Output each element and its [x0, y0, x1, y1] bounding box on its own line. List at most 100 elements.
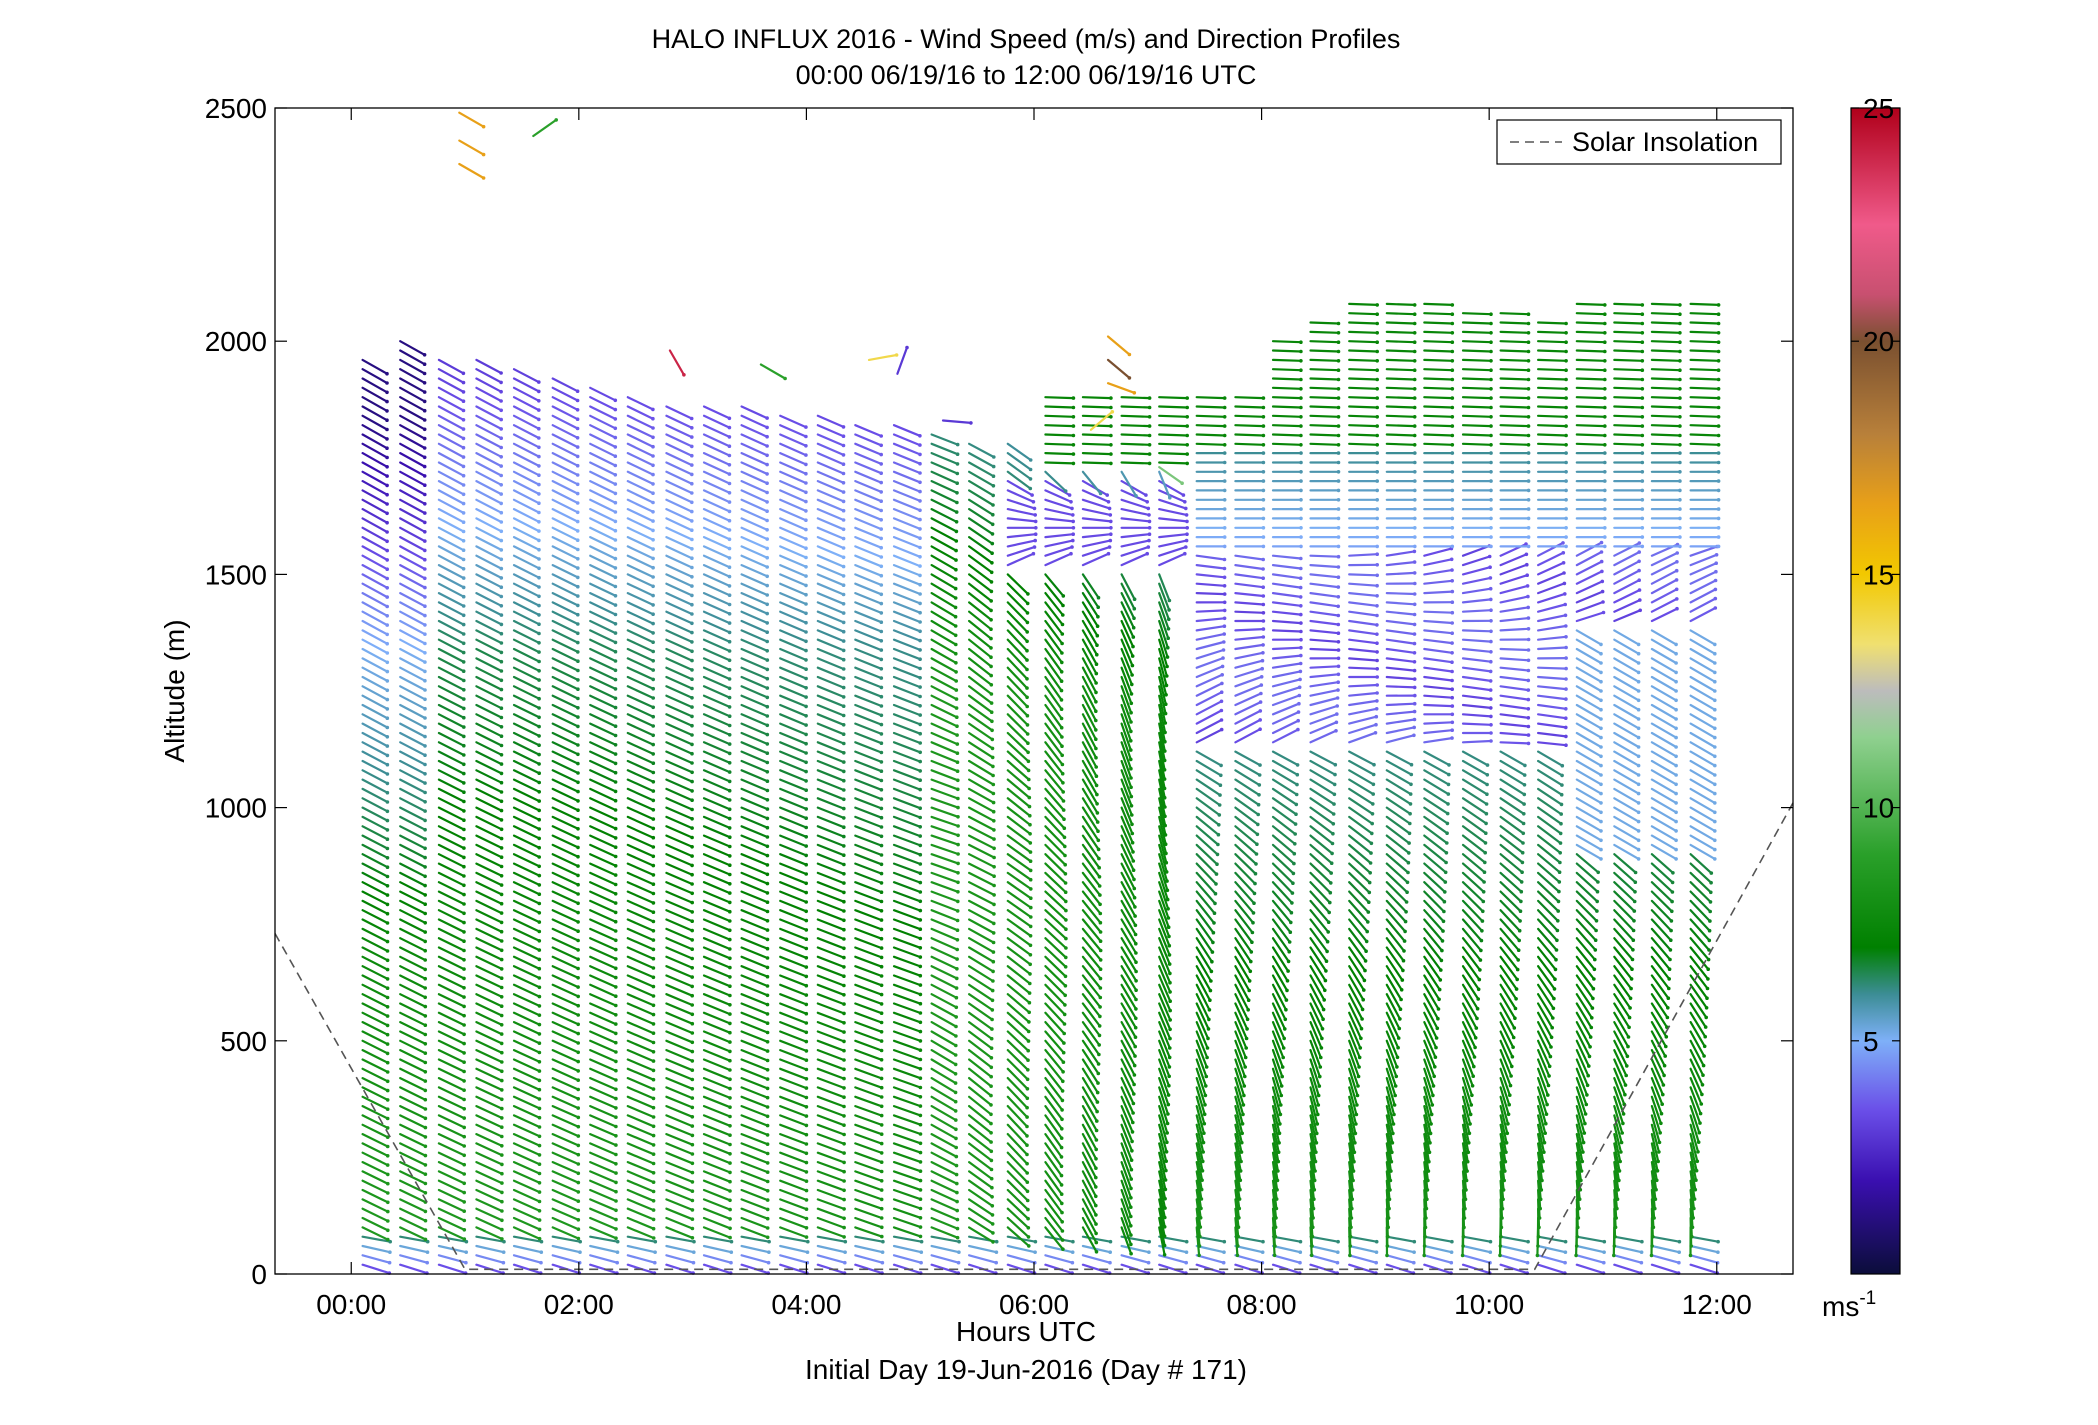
wind-vector — [626, 843, 656, 859]
wind-vector — [589, 1104, 618, 1119]
wind-vector — [475, 713, 504, 729]
wind-vector — [437, 918, 466, 934]
wind-vector — [626, 778, 656, 793]
wind-vector — [626, 1216, 656, 1231]
wind-vector — [626, 461, 655, 477]
wind-vector — [475, 508, 504, 524]
wind-vector — [437, 1226, 467, 1241]
wind-vector — [665, 1142, 695, 1156]
wind-vector — [437, 974, 466, 990]
wind-vector — [437, 843, 466, 860]
wind-vector — [665, 1244, 696, 1254]
x-axis-label: Hours UTC — [956, 1316, 1096, 1347]
wind-vector — [475, 601, 504, 617]
wind-vector — [475, 573, 504, 589]
wind-vector — [702, 601, 732, 616]
wind-vector — [589, 1170, 618, 1185]
wind-vector — [626, 629, 655, 644]
wind-vector — [475, 489, 504, 506]
wind-vector — [665, 1207, 695, 1221]
wind-vector — [512, 1123, 542, 1139]
wind-vector — [551, 480, 580, 496]
wind-vector — [626, 862, 656, 877]
wind-vector — [361, 965, 390, 981]
wind-vector — [551, 386, 580, 403]
wind-vector — [399, 993, 428, 1009]
wind-vector — [551, 1207, 581, 1222]
wind-vector — [512, 1160, 542, 1176]
wind-vector — [740, 1188, 770, 1202]
wind-vector — [551, 1123, 581, 1138]
wind-vector — [665, 1104, 695, 1119]
wind-vector — [665, 675, 694, 691]
wind-vector — [512, 638, 541, 654]
wind-vector — [475, 1104, 504, 1120]
wind-vector — [740, 442, 769, 458]
wind-vector — [740, 638, 769, 653]
wind-vector — [512, 526, 541, 543]
wind-vector — [361, 591, 390, 609]
wind-vector — [702, 1160, 732, 1175]
wind-vector — [589, 554, 618, 570]
wind-vector — [740, 965, 770, 979]
wind-vector — [475, 703, 504, 720]
wind-vector — [512, 825, 541, 841]
wind-vector — [665, 937, 694, 951]
wind-vector — [589, 1244, 620, 1254]
wind-vector — [475, 405, 504, 422]
wind-vector — [702, 573, 732, 588]
wind-vector — [361, 424, 389, 441]
wind-vector — [740, 713, 770, 728]
wind-vector — [475, 517, 504, 534]
wind-vector — [475, 452, 504, 468]
wind-vector — [437, 797, 466, 813]
wind-vector — [437, 1048, 466, 1064]
wind-vector — [512, 927, 542, 943]
wind-vector — [551, 1104, 581, 1120]
wind-vector — [361, 470, 389, 488]
wind-vector — [740, 787, 770, 802]
wind-vector — [740, 815, 770, 830]
wind-vector — [626, 647, 655, 663]
wind-vector — [399, 713, 427, 730]
wind-vector — [437, 1039, 466, 1055]
wind-vector — [589, 731, 618, 747]
wind-vector — [399, 610, 427, 627]
wind-vector — [702, 993, 732, 1007]
wind-vector — [512, 834, 541, 850]
wind-vector — [665, 741, 694, 756]
wind-vector — [589, 927, 618, 943]
wind-vector — [361, 862, 390, 879]
wind-vector — [399, 1142, 428, 1158]
wind-vector — [512, 965, 542, 980]
wind-vector — [702, 750, 732, 765]
wind-vector — [665, 414, 694, 430]
wind-vector — [626, 1142, 656, 1156]
wind-vector — [512, 731, 541, 747]
wind-vector — [361, 638, 390, 655]
wind-vector — [589, 647, 618, 663]
wind-vector — [740, 853, 770, 867]
wind-vector — [399, 1235, 430, 1244]
wind-vector — [399, 1132, 428, 1149]
wind-vector — [626, 1188, 656, 1203]
wind-vector — [740, 1235, 771, 1244]
wind-vector — [589, 1067, 618, 1082]
wind-vector — [779, 1207, 809, 1221]
wind-vector — [626, 1048, 656, 1063]
wind-vector — [740, 433, 769, 448]
wind-vector — [512, 1151, 542, 1166]
wind-vector — [702, 769, 732, 784]
wind-vector — [551, 703, 580, 719]
wind-vector — [740, 619, 769, 634]
wind-vector — [665, 899, 694, 914]
wind-vector — [740, 591, 769, 607]
wind-vector — [475, 685, 504, 701]
wind-vector — [437, 1067, 466, 1083]
wind-vector — [475, 1039, 504, 1055]
wind-vector — [626, 489, 655, 505]
wind-vector — [589, 1076, 618, 1092]
wind-vector — [361, 1048, 390, 1065]
wind-vector — [702, 1002, 732, 1016]
wind-vector — [665, 1123, 695, 1138]
